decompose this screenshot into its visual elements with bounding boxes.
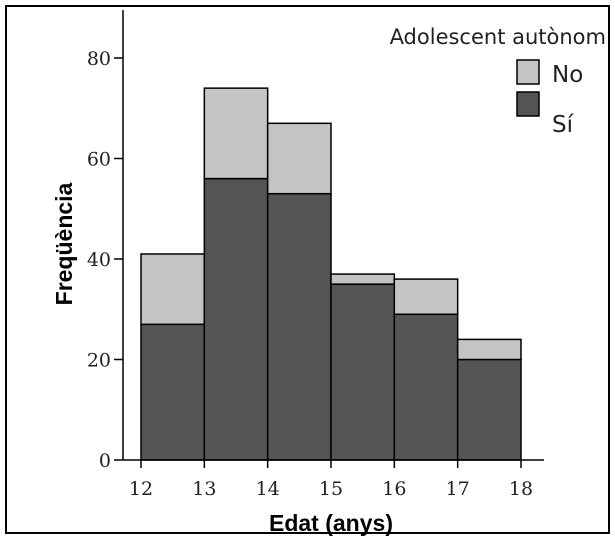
- x-tick-label-12: 12: [129, 478, 153, 500]
- y-tick-label-80: 80: [87, 48, 111, 70]
- bar-no-17-18: [456, 338, 522, 361]
- x-ticks-group: 12 13 14 15 16 17 18: [129, 460, 533, 500]
- x-axis-title: Edat (anys): [269, 510, 393, 536]
- bar-no-16-17: [393, 278, 459, 316]
- y-tick-label-20: 20: [87, 350, 111, 372]
- x-tick-label-13: 13: [192, 478, 216, 500]
- bar-si-15-16: [330, 283, 396, 461]
- bar-no-15-16: [330, 273, 396, 285]
- bar-no-12-13: [140, 253, 206, 326]
- bar-no-14-15: [266, 122, 332, 195]
- bar-si-13-14: [203, 177, 269, 461]
- bar-no-13-14: [203, 87, 269, 180]
- y-axis-title: Freqüència: [51, 182, 77, 305]
- x-tick-label-18: 18: [509, 478, 533, 500]
- legend-label-no: No: [552, 62, 583, 88]
- legend-title: Adolescent autònom: [390, 25, 606, 49]
- y-tick-label-0: 0: [99, 450, 111, 472]
- bar-si-17-18: [456, 358, 522, 461]
- y-ticks-group: 0 20 40 60 80: [87, 48, 123, 472]
- bar-si-12-13: [140, 323, 206, 461]
- x-tick-label-15: 15: [319, 478, 343, 500]
- bars-group: [140, 87, 522, 461]
- legend-label-si: Sí: [552, 112, 574, 138]
- legend: Adolescent autònom No Sí: [390, 25, 606, 138]
- legend-swatch-no: [516, 59, 540, 85]
- x-tick-label-17: 17: [446, 478, 470, 500]
- bar-si-16-17: [393, 313, 459, 461]
- x-tick-label-16: 16: [382, 478, 406, 500]
- x-tick-label-14: 14: [256, 478, 280, 500]
- legend-swatch-si: [516, 91, 540, 117]
- bar-si-14-15: [266, 192, 332, 461]
- y-tick-label-40: 40: [87, 249, 111, 271]
- y-tick-label-60: 60: [87, 149, 111, 171]
